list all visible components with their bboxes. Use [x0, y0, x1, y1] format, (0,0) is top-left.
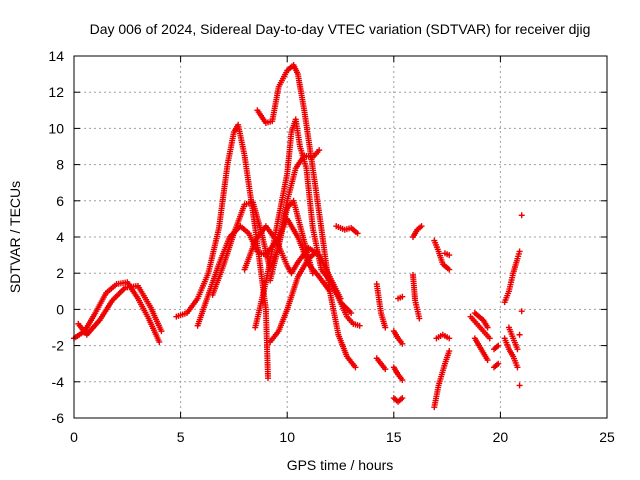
series-arc-35 [518, 212, 525, 219]
series-arc-14 [373, 355, 389, 373]
series-arc-13 [373, 281, 389, 331]
series-arc-2 [75, 282, 165, 338]
data-point [518, 308, 525, 315]
x-tick-label: 15 [386, 429, 402, 445]
series-arc-9 [267, 147, 323, 284]
y-tick-label: -4 [52, 374, 65, 390]
series-arc-12 [337, 299, 363, 329]
series-arc-18 [395, 293, 406, 302]
series-arc-19 [409, 223, 425, 240]
data-point [265, 375, 272, 382]
x-tick-label: 10 [279, 429, 295, 445]
data-point [518, 212, 525, 219]
data-point [516, 248, 523, 255]
data-point [446, 252, 453, 259]
data-point [382, 324, 389, 331]
grid [74, 56, 607, 418]
y-tick-label: 0 [56, 301, 64, 317]
series-arc-29 [491, 342, 502, 353]
series-arc-17 [390, 395, 406, 405]
series-arc-26 [471, 310, 491, 331]
series-arc-36 [518, 308, 525, 315]
data-marks [71, 62, 525, 411]
data-point [495, 342, 502, 349]
x-tick-label: 25 [599, 429, 615, 445]
series-arc-8 [254, 62, 359, 371]
series-arc-7 [252, 116, 355, 331]
data-point [158, 328, 165, 335]
data-point [399, 376, 406, 383]
y-tick-label: 6 [56, 193, 64, 209]
series-arc-33 [516, 331, 523, 338]
data-point [484, 324, 491, 331]
series-arc-32 [505, 324, 521, 353]
data-point [516, 382, 523, 389]
data-point [486, 335, 493, 342]
series-arc-24 [441, 250, 453, 259]
series-arc-21 [431, 237, 453, 273]
series-arc-30 [501, 248, 523, 306]
y-tick-label: -6 [52, 410, 65, 426]
x-axis-label: GPS time / hours [287, 457, 394, 473]
data-point [156, 338, 163, 345]
y-tick-label: 12 [48, 84, 64, 100]
x-tick-label: 5 [177, 429, 185, 445]
series-arc-27 [471, 335, 491, 364]
data-point [382, 366, 389, 373]
series-arc-23 [433, 331, 453, 342]
series-arc-31 [501, 335, 521, 371]
series-arc-34 [516, 382, 523, 389]
y-tick-label: 8 [56, 157, 64, 173]
data-point [356, 322, 363, 329]
series-arc-15 [390, 364, 406, 383]
data-point [316, 147, 323, 154]
y-axis-label: SDTVAR / TECUs [7, 181, 23, 293]
data-point [314, 248, 321, 255]
series-arc-25 [467, 313, 493, 342]
data-point [348, 310, 355, 317]
x-tick-label: 0 [70, 429, 78, 445]
series-arc-20 [409, 272, 423, 322]
data-point [514, 346, 521, 353]
data-point [446, 348, 453, 355]
data-point [418, 223, 425, 230]
axis-ticks: 0 5 10 15 20 25 -6 -4 -2 0 2 4 6 8 10 12 14 [48, 48, 615, 445]
x-tick-label: 20 [493, 429, 509, 445]
y-tick-label: 14 [48, 48, 64, 64]
data-point [399, 395, 406, 402]
y-tick-label: 4 [56, 229, 64, 245]
data-point [399, 340, 406, 347]
data-point [514, 364, 521, 371]
series-arc-22 [431, 348, 453, 411]
data-point [354, 230, 361, 237]
y-tick-label: 2 [56, 265, 64, 281]
series-arc-11 [333, 223, 361, 237]
data-point [516, 331, 523, 338]
data-point [484, 357, 491, 364]
series-arc-10 [267, 248, 321, 345]
series-arc-28 [491, 360, 502, 371]
data-point [495, 360, 502, 367]
data-point [352, 364, 359, 371]
data-point [399, 293, 406, 300]
series-arc-16 [390, 328, 406, 347]
data-point [416, 315, 423, 322]
y-tick-label: 10 [48, 120, 64, 136]
chart-title: Day 006 of 2024, Sidereal Day-to-day VTE… [90, 21, 591, 37]
y-tick-label: -2 [52, 338, 65, 354]
data-point [446, 335, 453, 342]
data-point [309, 270, 316, 277]
data-point [446, 266, 453, 273]
